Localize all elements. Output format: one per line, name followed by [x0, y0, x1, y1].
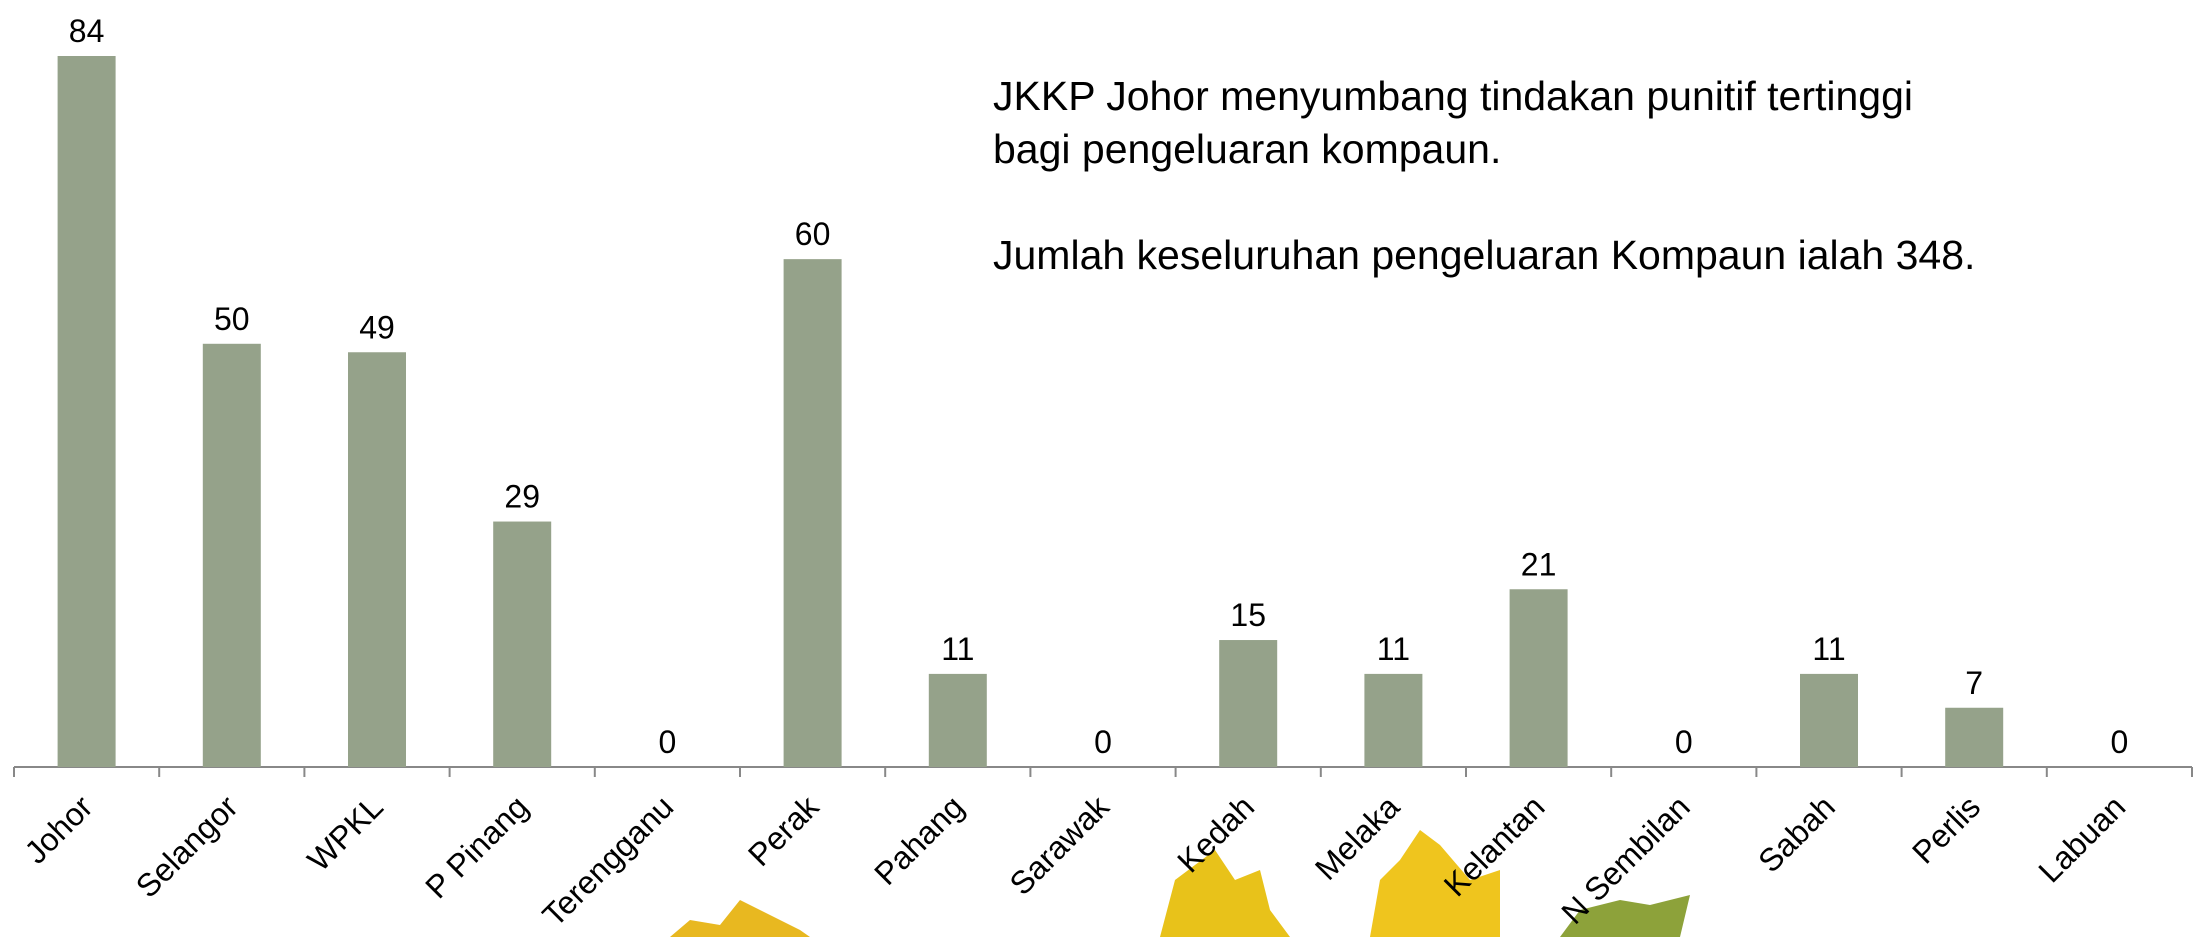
- bar: [1800, 673, 1858, 767]
- x-tick-label: Perak: [741, 788, 826, 873]
- value-label: 0: [1675, 724, 1693, 760]
- bar: [928, 673, 987, 767]
- value-label: 29: [504, 479, 540, 515]
- value-label: 49: [359, 309, 395, 345]
- bar: [1509, 589, 1568, 767]
- annotation: JKKP Johor menyumbang tindakan punitif t…: [993, 73, 1914, 172]
- leaf: [1370, 830, 1500, 937]
- value-label: 11: [1377, 631, 1410, 667]
- x-tick-label: Sarawak: [1002, 788, 1116, 902]
- bar: [202, 343, 261, 767]
- bar: [493, 521, 552, 767]
- x-tick-label: Pahang: [867, 788, 970, 891]
- x-tick-label: Selangor: [129, 788, 245, 904]
- bar: [783, 259, 842, 767]
- x-tick-label: WPKL: [300, 788, 390, 878]
- value-label: 7: [1965, 665, 1983, 701]
- leaf: [1560, 895, 1690, 937]
- leaf: [670, 900, 810, 937]
- x-tick-label: Johor: [17, 788, 99, 870]
- value-label: 11: [941, 631, 974, 667]
- annotation-box: JKKP Johor menyumbang tindakan punitif t…: [993, 70, 1983, 335]
- x-tick-label: P Pinang: [418, 788, 535, 905]
- value-label: 84: [69, 13, 105, 49]
- bar: [1219, 640, 1278, 767]
- x-tick-label: Sabah: [1751, 788, 1842, 879]
- leaf: [1160, 850, 1290, 937]
- bar: [57, 56, 116, 767]
- value-label: 0: [659, 724, 677, 760]
- value-label: 0: [1094, 724, 1112, 760]
- x-tick-label: Labuan: [2031, 788, 2132, 889]
- value-label: 0: [2111, 724, 2129, 760]
- x-tick-label: Terengganu: [535, 788, 680, 933]
- bar: [348, 352, 406, 767]
- annotation: Jumlah keseluruhan pengeluaran Kompaun i…: [993, 232, 1976, 278]
- bar: [1364, 673, 1423, 767]
- value-label: 50: [214, 301, 250, 337]
- value-label: 60: [795, 216, 831, 252]
- value-label: 15: [1230, 597, 1266, 633]
- decoration: [670, 830, 1690, 937]
- value-label: 21: [1521, 546, 1557, 582]
- x-tick-label: Perlis: [1905, 788, 1987, 870]
- value-label: 11: [1812, 631, 1845, 667]
- bar: [1945, 707, 2004, 767]
